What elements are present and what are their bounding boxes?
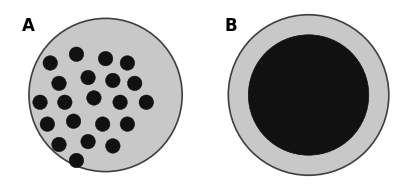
Circle shape bbox=[120, 56, 134, 70]
Circle shape bbox=[120, 117, 134, 131]
Circle shape bbox=[69, 153, 83, 168]
Circle shape bbox=[66, 114, 81, 128]
Text: B: B bbox=[224, 17, 237, 35]
Circle shape bbox=[127, 76, 142, 91]
Circle shape bbox=[228, 15, 388, 175]
Circle shape bbox=[43, 56, 58, 70]
Circle shape bbox=[105, 139, 120, 153]
Circle shape bbox=[69, 47, 83, 62]
Circle shape bbox=[51, 137, 66, 152]
Circle shape bbox=[29, 18, 182, 172]
Circle shape bbox=[86, 91, 101, 105]
Circle shape bbox=[51, 76, 66, 91]
Text: A: A bbox=[21, 17, 34, 35]
Circle shape bbox=[139, 95, 153, 110]
Circle shape bbox=[98, 51, 113, 66]
Circle shape bbox=[105, 73, 120, 88]
Circle shape bbox=[81, 70, 95, 85]
Circle shape bbox=[40, 117, 55, 131]
Circle shape bbox=[248, 35, 368, 155]
Circle shape bbox=[95, 117, 110, 131]
Circle shape bbox=[81, 134, 95, 149]
Circle shape bbox=[33, 95, 47, 110]
Circle shape bbox=[113, 95, 127, 110]
Circle shape bbox=[58, 95, 72, 110]
